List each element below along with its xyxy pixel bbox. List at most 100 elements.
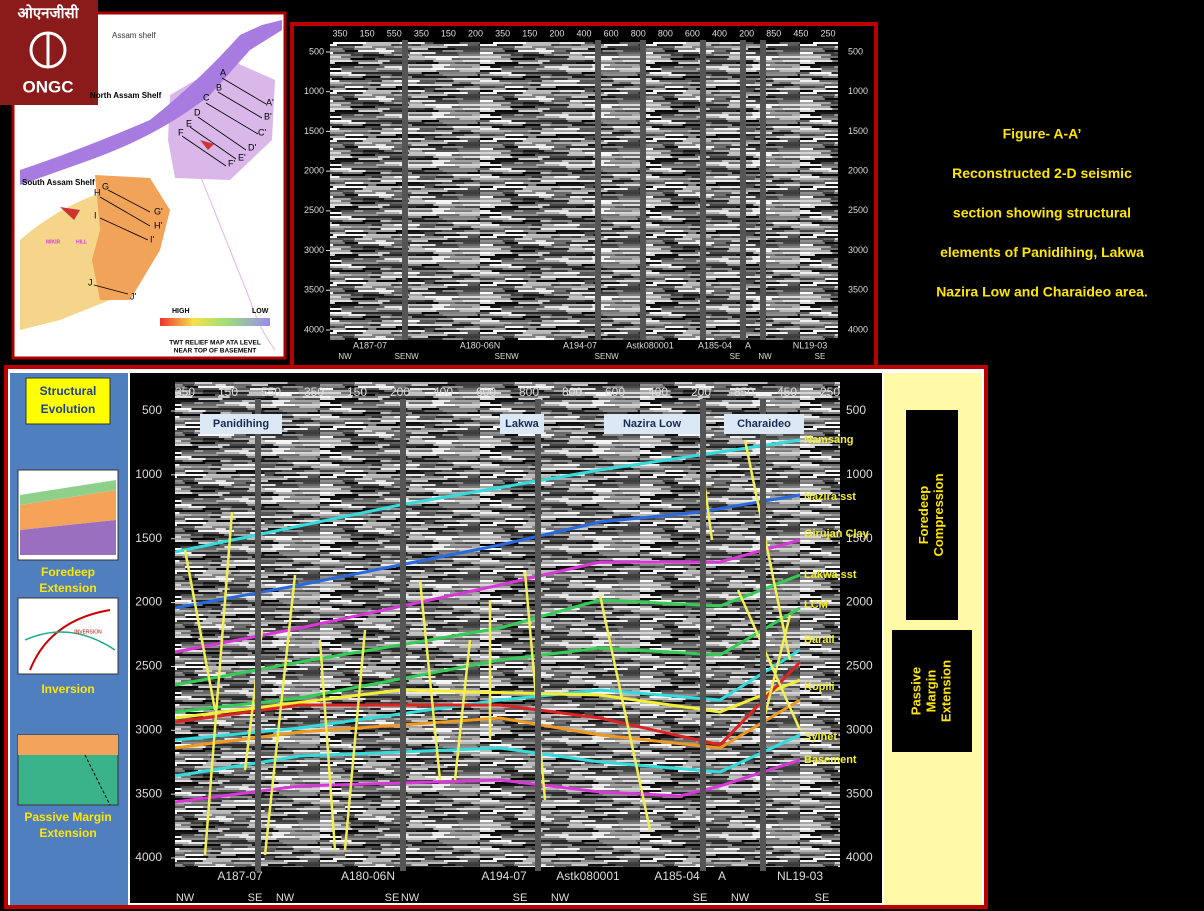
direction-label: SE bbox=[693, 892, 708, 904]
depth-label: 2500 bbox=[304, 205, 324, 215]
depth-label: 4000 bbox=[304, 324, 324, 334]
depth-label: 1500 bbox=[135, 531, 162, 545]
map-letter: C bbox=[203, 92, 210, 102]
section-join bbox=[700, 399, 706, 871]
map-letter: H' bbox=[154, 220, 162, 230]
stage-label: Foredeep bbox=[41, 565, 95, 579]
horizon-label: Barail bbox=[804, 634, 835, 646]
regime-label: Margin bbox=[923, 670, 938, 713]
section-join bbox=[740, 40, 746, 340]
depth-label: 500 bbox=[848, 46, 863, 56]
legend-label: LOW bbox=[252, 308, 269, 315]
area-label: Nazira Low bbox=[623, 418, 682, 430]
shotpoint-label: 400 bbox=[712, 28, 727, 38]
direction-label: NW bbox=[758, 352, 772, 361]
horizon-label: Girujan Clay bbox=[804, 528, 870, 540]
depth-label: 2000 bbox=[848, 166, 868, 176]
shotpoint-label: 400 bbox=[576, 28, 591, 38]
depth-label: 500 bbox=[846, 403, 866, 417]
depth-label: 2000 bbox=[135, 595, 162, 609]
shotpoint-label: 200 bbox=[739, 28, 754, 38]
horizon-label: Kopili bbox=[804, 681, 835, 693]
shotpoint-label: 150 bbox=[441, 28, 456, 38]
line-name: A194-07 bbox=[563, 340, 597, 350]
direction-label: SE bbox=[395, 352, 406, 361]
depth-label: 3000 bbox=[304, 245, 324, 255]
shotpoint-label: 850 bbox=[734, 385, 754, 399]
shotpoint-label: 850 bbox=[766, 28, 781, 38]
map-label: HILL bbox=[76, 239, 87, 245]
line-name: A194-07 bbox=[481, 869, 527, 883]
shotpoint-label: 350 bbox=[495, 28, 510, 38]
map-letter: I bbox=[94, 210, 97, 220]
map-legend-bar bbox=[160, 318, 270, 326]
direction-label: NW bbox=[276, 892, 295, 904]
shotpoint-label: 600 bbox=[604, 28, 619, 38]
depth-label: 3500 bbox=[846, 786, 873, 800]
regime-label: Extension bbox=[938, 660, 953, 722]
line-name: A187-07 bbox=[353, 340, 387, 350]
depth-label: 1000 bbox=[846, 467, 873, 481]
direction-label: SE bbox=[495, 352, 506, 361]
direction-label: SE bbox=[385, 892, 400, 904]
section-join bbox=[402, 40, 408, 340]
regime-label: Passive bbox=[908, 667, 923, 715]
direction-label: SE bbox=[595, 352, 606, 361]
depth-label: 2000 bbox=[304, 166, 324, 176]
direction-label: NW bbox=[731, 892, 750, 904]
line-name: A bbox=[745, 340, 751, 350]
horizon-label: Sylhet bbox=[804, 731, 837, 743]
shotpoint-label: 350 bbox=[175, 385, 195, 399]
map-label: MIKIR bbox=[46, 239, 61, 245]
depth-label: 1000 bbox=[135, 467, 162, 481]
evolution-title: Structural bbox=[40, 384, 97, 398]
line-name: A bbox=[718, 869, 726, 883]
shotpoint-label: 450 bbox=[777, 385, 797, 399]
area-label: Panidihing bbox=[213, 418, 269, 430]
depth-label: 3500 bbox=[135, 786, 162, 800]
map-letter: F bbox=[178, 127, 184, 137]
depth-label: 1000 bbox=[848, 86, 868, 96]
direction-label: SE bbox=[815, 892, 830, 904]
map-label: Assam shelf bbox=[112, 31, 156, 40]
shotpoint-label: 550 bbox=[387, 28, 402, 38]
shotpoint-label: 450 bbox=[793, 28, 808, 38]
section-join bbox=[700, 40, 706, 340]
direction-label: SE bbox=[513, 892, 528, 904]
evolution-title: Evolution bbox=[41, 402, 96, 416]
shotpoint-label: 400 bbox=[433, 385, 453, 399]
map-letter: E bbox=[186, 118, 192, 128]
depth-label: 4000 bbox=[848, 324, 868, 334]
line-name: A187-07 bbox=[217, 869, 263, 883]
depth-label: 1000 bbox=[304, 86, 324, 96]
depth-label: 1500 bbox=[848, 126, 868, 136]
section-join bbox=[760, 40, 766, 340]
line-name: A185-04 bbox=[654, 869, 700, 883]
shotpoint-label: 150 bbox=[218, 385, 238, 399]
shotpoint-label: 150 bbox=[360, 28, 375, 38]
shotpoint-label: 350 bbox=[304, 385, 324, 399]
map-letter: D' bbox=[248, 142, 256, 152]
area-label: Charaideo bbox=[737, 418, 791, 430]
direction-label: NW bbox=[405, 352, 419, 361]
map-letter: E' bbox=[238, 152, 246, 162]
stage-note: INVERSION bbox=[74, 629, 102, 635]
legend-caption: TWT RELIEF MAP ATA LEVEL bbox=[169, 340, 261, 347]
depth-label: 500 bbox=[142, 403, 162, 417]
depth-label: 3000 bbox=[848, 245, 868, 255]
area-label: Lakwa bbox=[505, 418, 540, 430]
map-letter: H bbox=[94, 187, 101, 197]
logo-text: ONGC bbox=[23, 77, 74, 96]
shotpoint-label: 600 bbox=[476, 385, 496, 399]
depth-label: 2500 bbox=[846, 659, 873, 673]
map-letter: B' bbox=[264, 111, 272, 121]
section-join bbox=[760, 399, 766, 871]
depth-label: 2500 bbox=[135, 659, 162, 673]
caption-line: Reconstructed 2-D seismic bbox=[952, 165, 1132, 181]
map-letter: D bbox=[194, 107, 201, 117]
section-join bbox=[640, 40, 646, 340]
direction-label: NW bbox=[505, 352, 519, 361]
direction-label: SE bbox=[248, 892, 263, 904]
line-name: A180-06N bbox=[460, 340, 501, 350]
regime-label: Foredeep bbox=[916, 486, 931, 545]
